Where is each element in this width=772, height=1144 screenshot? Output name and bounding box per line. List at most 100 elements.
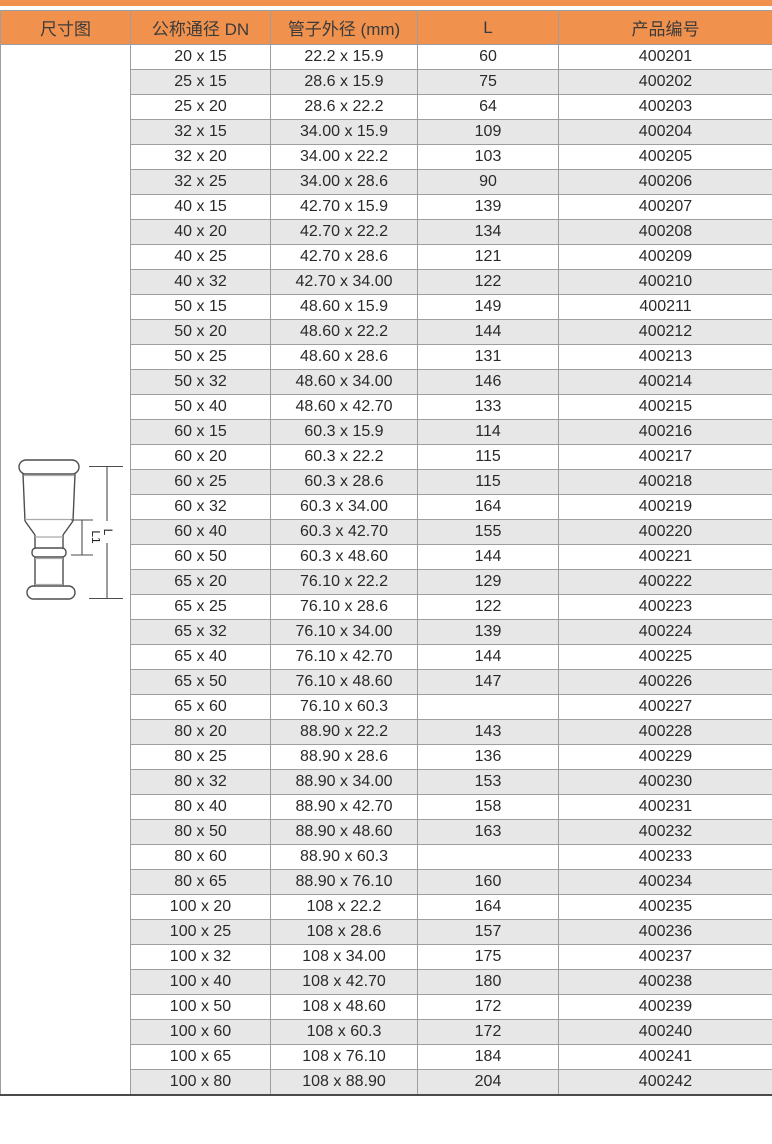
cell-od: 22.2 x 15.9 bbox=[270, 44, 418, 70]
cell-l: 180 bbox=[417, 969, 559, 995]
cell-dn: 65 x 60 bbox=[130, 694, 271, 720]
cell-code: 400213 bbox=[558, 344, 772, 370]
cell-dn: 100 x 25 bbox=[130, 919, 271, 945]
cell-l: 139 bbox=[417, 194, 559, 220]
cell-od: 108 x 48.60 bbox=[270, 994, 418, 1020]
cell-dn: 100 x 40 bbox=[130, 969, 271, 995]
cell-l: 172 bbox=[417, 1019, 559, 1045]
cell-od: 108 x 60.3 bbox=[270, 1019, 418, 1045]
cell-code: 400218 bbox=[558, 469, 772, 495]
cell-dn: 65 x 40 bbox=[130, 644, 271, 670]
cell-code: 400235 bbox=[558, 894, 772, 920]
table-row: 80 x 40 88.90 x 42.70 158 400231 bbox=[1, 794, 772, 820]
table-row: 80 x 50 88.90 x 48.60 163 400232 bbox=[1, 819, 772, 845]
cell-l: 133 bbox=[417, 394, 559, 420]
table-row: 25 x 15 28.6 x 15.9 75 400202 bbox=[1, 69, 772, 95]
cell-l: 153 bbox=[417, 769, 559, 795]
cell-od: 108 x 88.90 bbox=[270, 1069, 418, 1095]
cell-dn: 65 x 20 bbox=[130, 569, 271, 595]
cell-dn: 60 x 50 bbox=[130, 544, 271, 570]
cell-dn: 100 x 32 bbox=[130, 944, 271, 970]
cell-od: 108 x 28.6 bbox=[270, 919, 418, 945]
cell-od: 76.10 x 22.2 bbox=[270, 569, 418, 595]
table-row: 100 x 20 108 x 22.2 164 400235 bbox=[1, 894, 772, 920]
cell-dn: 60 x 15 bbox=[130, 419, 271, 445]
table-row: 100 x 32 108 x 34.00 175 400237 bbox=[1, 944, 772, 970]
cell-l: 163 bbox=[417, 819, 559, 845]
cell-od: 76.10 x 34.00 bbox=[270, 619, 418, 645]
cell-dn: 100 x 20 bbox=[130, 894, 271, 920]
cell-l: 160 bbox=[417, 869, 559, 895]
cell-l: 149 bbox=[417, 294, 559, 320]
cell-dn: 50 x 25 bbox=[130, 344, 271, 370]
table-row: 25 x 20 28.6 x 22.2 64 400203 bbox=[1, 94, 772, 120]
table-row: 50 x 15 48.60 x 15.9 149 400211 bbox=[1, 294, 772, 320]
cell-dn: 50 x 20 bbox=[130, 319, 271, 345]
cell-l: 139 bbox=[417, 619, 559, 645]
cell-dn: 60 x 20 bbox=[130, 444, 271, 470]
cell-od: 88.90 x 42.70 bbox=[270, 794, 418, 820]
cell-dn: 32 x 20 bbox=[130, 144, 271, 170]
cell-dn: 50 x 32 bbox=[130, 369, 271, 395]
cell-dn: 40 x 25 bbox=[130, 244, 271, 270]
cell-od: 60.3 x 34.00 bbox=[270, 494, 418, 520]
dim-label-L-bg bbox=[100, 521, 114, 543]
cell-code: 400230 bbox=[558, 769, 772, 795]
cell-l: 136 bbox=[417, 744, 559, 770]
cell-code: 400208 bbox=[558, 219, 772, 245]
table-row: 65 x 25 76.10 x 28.6 122 400223 bbox=[1, 594, 772, 620]
table-row: 80 x 20 88.90 x 22.2 143 400228 bbox=[1, 719, 772, 745]
cell-l bbox=[417, 694, 559, 720]
table-row: 32 x 25 34.00 x 28.6 90 400206 bbox=[1, 169, 772, 195]
cell-code: 400238 bbox=[558, 969, 772, 995]
cell-dn: 80 x 40 bbox=[130, 794, 271, 820]
cell-code: 400236 bbox=[558, 919, 772, 945]
cell-code: 400201 bbox=[558, 44, 772, 70]
cell-code: 400231 bbox=[558, 794, 772, 820]
cell-l: 164 bbox=[417, 894, 559, 920]
cell-od: 60.3 x 48.60 bbox=[270, 544, 418, 570]
cell-l: 143 bbox=[417, 719, 559, 745]
cell-od: 48.60 x 42.70 bbox=[270, 394, 418, 420]
cell-dn: 80 x 20 bbox=[130, 719, 271, 745]
cell-l: 121 bbox=[417, 244, 559, 270]
cell-od: 28.6 x 15.9 bbox=[270, 69, 418, 95]
product-dimensions-table: 尺寸图 公称通径 DN 管子外径 (mm) L 产品编号 bbox=[0, 10, 772, 1096]
cell-dn: 40 x 15 bbox=[130, 194, 271, 220]
cell-od: 34.00 x 15.9 bbox=[270, 119, 418, 145]
cell-dn: 100 x 50 bbox=[130, 994, 271, 1020]
cell-dn: 80 x 25 bbox=[130, 744, 271, 770]
cell-od: 48.60 x 34.00 bbox=[270, 369, 418, 395]
cell-code: 400220 bbox=[558, 519, 772, 545]
cell-l: 204 bbox=[417, 1069, 559, 1095]
cell-l: 114 bbox=[417, 419, 559, 445]
cell-l: 175 bbox=[417, 944, 559, 970]
table-row: 100 x 25 108 x 28.6 157 400236 bbox=[1, 919, 772, 945]
table-row: 80 x 65 88.90 x 76.10 160 400234 bbox=[1, 869, 772, 895]
cell-code: 400205 bbox=[558, 144, 772, 170]
table-body: L1 L 20 x 15 22.2 x 15.9 60 400201 25 x 15 28… bbox=[0, 44, 772, 1095]
cell-code: 400219 bbox=[558, 494, 772, 520]
cell-l: 184 bbox=[417, 1044, 559, 1070]
cell-l: 146 bbox=[417, 369, 559, 395]
cell-dn: 40 x 32 bbox=[130, 269, 271, 295]
table-row: 60 x 40 60.3 x 42.70 155 400220 bbox=[1, 519, 772, 545]
cell-dn: 50 x 15 bbox=[130, 294, 271, 320]
table-row: 50 x 25 48.60 x 28.6 131 400213 bbox=[1, 344, 772, 370]
table-row: 100 x 50 108 x 48.60 172 400239 bbox=[1, 994, 772, 1020]
table-row: 60 x 32 60.3 x 34.00 164 400219 bbox=[1, 494, 772, 520]
cell-od: 88.90 x 60.3 bbox=[270, 844, 418, 870]
cell-od: 108 x 22.2 bbox=[270, 894, 418, 920]
cell-dn: 65 x 25 bbox=[130, 594, 271, 620]
table-row: 80 x 60 88.90 x 60.3 400233 bbox=[1, 844, 772, 870]
cell-l: 115 bbox=[417, 469, 559, 495]
cell-od: 60.3 x 15.9 bbox=[270, 419, 418, 445]
table-row: 80 x 32 88.90 x 34.00 153 400230 bbox=[1, 769, 772, 795]
cell-code: 400209 bbox=[558, 244, 772, 270]
table-row: 100 x 80 108 x 88.90 204 400242 bbox=[1, 1069, 772, 1095]
cell-dn: 32 x 25 bbox=[130, 169, 271, 195]
cell-l: 164 bbox=[417, 494, 559, 520]
cell-od: 88.90 x 48.60 bbox=[270, 819, 418, 845]
cell-code: 400203 bbox=[558, 94, 772, 120]
table-row: L1 L 20 x 15 22.2 x 15.9 60 400201 bbox=[0, 44, 772, 1095]
